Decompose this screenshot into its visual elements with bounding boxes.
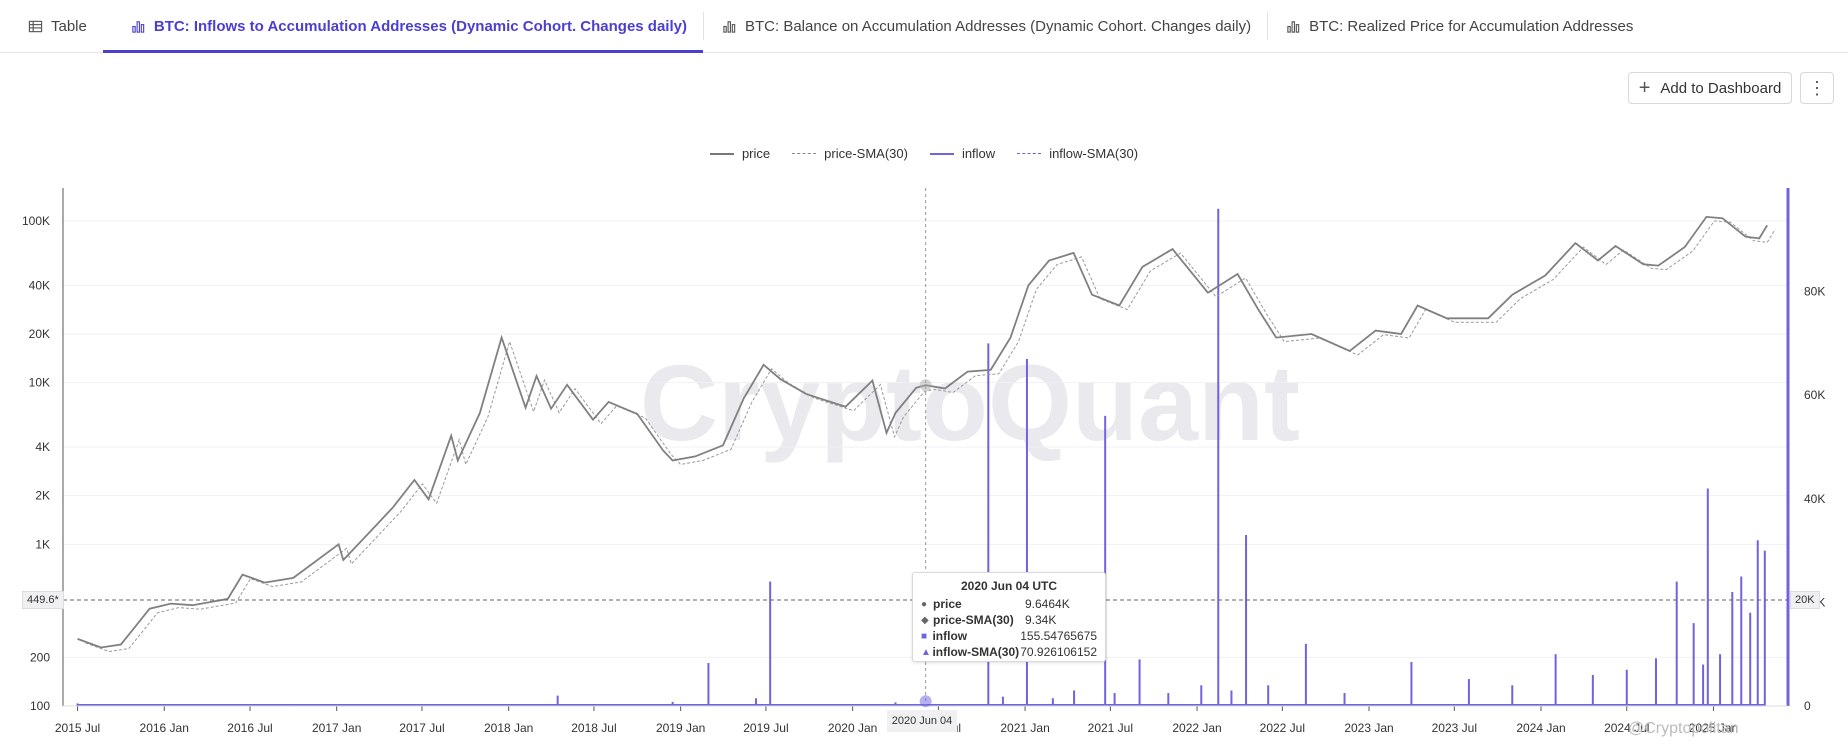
price-sma-line: [85, 220, 1776, 653]
x-tick-label: 2018 Jan: [484, 721, 533, 735]
plus-icon: +: [1638, 77, 1651, 99]
tab-divider: [702, 12, 704, 40]
add-to-dashboard-button[interactable]: + Add to Dashboard: [1628, 72, 1792, 104]
legend-label: price: [741, 146, 771, 161]
legend-swatch-inflow-sma: [1017, 153, 1042, 154]
legend-swatch-price-sma: [792, 153, 817, 154]
triangle-icon: ▲: [921, 646, 931, 658]
x-tick-label: 2024 Jul: [1604, 721, 1649, 735]
crosshair-x-label: 2020 Jun 04: [887, 710, 957, 732]
x-tick-label: 2025 Jan: [1689, 721, 1738, 735]
bar-chart-icon: [132, 20, 145, 33]
x-tick-label: 2021 Jul: [1088, 721, 1133, 735]
watermark: CryptoQuant: [640, 342, 1300, 463]
tooltip-series-value: 9.34K: [1025, 613, 1057, 627]
legend-label: inflow: [961, 146, 996, 161]
diamond-icon: ◆: [921, 614, 929, 626]
price-series: [77, 215, 1776, 653]
tab-label: BTC: Realized Price for Accumulation Add…: [1309, 17, 1634, 35]
inflow-chart[interactable]: CryptoQuant 100K 40K 20K 10K 4K 2K 1K 200 100 80…: [0, 180, 1848, 740]
tab-inflows[interactable]: BTC: Inflows to Accumulation Addresses (…: [102, 0, 704, 53]
tooltip-row: ● price 9.6464K: [921, 596, 1097, 612]
data-tooltip: 2020 Jun 04 UTC ● price 9.6464K ◆ price-…: [912, 572, 1106, 662]
legend-item-inflow[interactable]: inflow: [929, 146, 996, 161]
legend-label: inflow-SMA(30): [1049, 146, 1139, 161]
bar-chart-icon: [723, 20, 736, 33]
tab-label: Table: [51, 17, 87, 35]
credit-watermark: @Cryptopolitan: [1628, 720, 1739, 737]
x-tick-label: 2021 Jan: [1000, 721, 1049, 735]
tooltip-row: ◆ price-SMA(30) 9.34K: [921, 612, 1097, 628]
price-line: [77, 215, 1768, 649]
legend-swatch-inflow: [929, 152, 954, 155]
tooltip-series-name: price-SMA(30): [933, 613, 1014, 627]
legend-item-price-sma[interactable]: price-SMA(30): [792, 146, 908, 161]
x-tick-label: 2019 Jan: [656, 721, 705, 735]
tooltip-series-value: 70.926106152: [1020, 645, 1097, 659]
y-tick-label: 20K: [29, 327, 50, 341]
legend-swatch-price: [709, 152, 734, 155]
y2-tick-label: 40K: [1804, 492, 1825, 506]
y-tick-label: 4K: [35, 440, 50, 454]
x-tick-label: 2023 Jan: [1344, 721, 1393, 735]
tab-label: BTC: Balance on Accumulation Addresses (…: [744, 17, 1252, 35]
legend-item-inflow-sma[interactable]: inflow-SMA(30): [1017, 146, 1138, 161]
x-tick-label: 2022 Jan: [1172, 721, 1221, 735]
x-tick-label: 2019 Jul: [743, 721, 788, 735]
tooltip-series-name: inflow-SMA(30): [932, 645, 1020, 659]
x-tick-label: 2024 Jan: [1516, 721, 1565, 735]
y-tick-label: 10K: [29, 376, 50, 390]
x-tick-label: 2016 Jan: [140, 721, 189, 735]
legend-label: price-SMA(30): [824, 146, 908, 161]
y2-tick-label: 60K: [1804, 388, 1825, 402]
tooltip-series-value: 155.54765675: [1020, 629, 1097, 643]
tooltip-series-name: price: [933, 597, 962, 611]
y-tick-label: 2K: [35, 489, 50, 503]
tab-label: BTC: Inflows to Accumulation Addresses (…: [153, 17, 687, 35]
tooltip-row: ■ inflow 155.54765675: [921, 628, 1097, 644]
y-tick-label: 100: [30, 699, 50, 713]
crosshair-y-label: 449.6*: [22, 591, 64, 609]
kebab-icon: ⋮: [1808, 77, 1826, 98]
right-axis-ticks: 80K60K40K20K0: [1804, 285, 1825, 713]
bar-chart-icon: [1287, 20, 1300, 33]
x-tick-label: 2020 Jan: [828, 721, 877, 735]
x-tick-label: 2017 Jul: [399, 721, 444, 735]
chart-legend: price price-SMA(30) inflow inflow-SMA(30…: [0, 146, 1848, 161]
tab-balance[interactable]: BTC: Balance on Accumulation Addresses (…: [704, 0, 1267, 52]
more-options-button[interactable]: ⋮: [1800, 72, 1834, 104]
y-tick-label: 40K: [29, 278, 50, 292]
crosshair-y2-label: 20K: [1790, 591, 1820, 609]
tooltip-series-name: inflow: [932, 629, 968, 643]
dot-icon: ●: [921, 598, 928, 610]
legend-item-price[interactable]: price: [709, 146, 771, 161]
x-tick-label: 2016 Jul: [227, 721, 272, 735]
y-tick-label: 1K: [35, 537, 50, 551]
y-tick-label: 100K: [22, 214, 50, 228]
x-tick-label: 2022 Jul: [1260, 721, 1305, 735]
x-tick-label: 2017 Jan: [312, 721, 361, 735]
y2-tick-label: 80K: [1804, 285, 1825, 299]
table-icon: [28, 20, 43, 32]
y2-tick-label: 0: [1804, 699, 1811, 713]
inflow-hover-marker: [919, 695, 932, 708]
tab-table[interactable]: Table: [0, 0, 103, 52]
y-tick-label: 200: [30, 650, 50, 664]
left-axis-ticks: 100K 40K 20K 10K 4K 2K 1K 200 100: [22, 214, 50, 713]
tab-realized-price[interactable]: BTC: Realized Price for Accumulation Add…: [1268, 0, 1649, 52]
tab-bar: Table BTC: Inflows to Accumulation Addre…: [0, 0, 1848, 53]
tooltip-title: 2020 Jun 04 UTC: [960, 579, 1058, 593]
x-tick-label: 2023 Jul: [1432, 721, 1477, 735]
tooltip-row: ▲ inflow-SMA(30) 70.926106152: [921, 644, 1097, 660]
x-tick-label: 2018 Jul: [571, 721, 616, 735]
tab-divider: [1267, 12, 1269, 40]
tooltip-series-value: 9.6464K: [1025, 597, 1070, 611]
square-icon: ■: [921, 630, 928, 642]
x-tick-label: 2015 Jul: [55, 721, 100, 735]
add-to-dashboard-label: Add to Dashboard: [1660, 79, 1782, 97]
price-hover-marker: [919, 379, 932, 392]
